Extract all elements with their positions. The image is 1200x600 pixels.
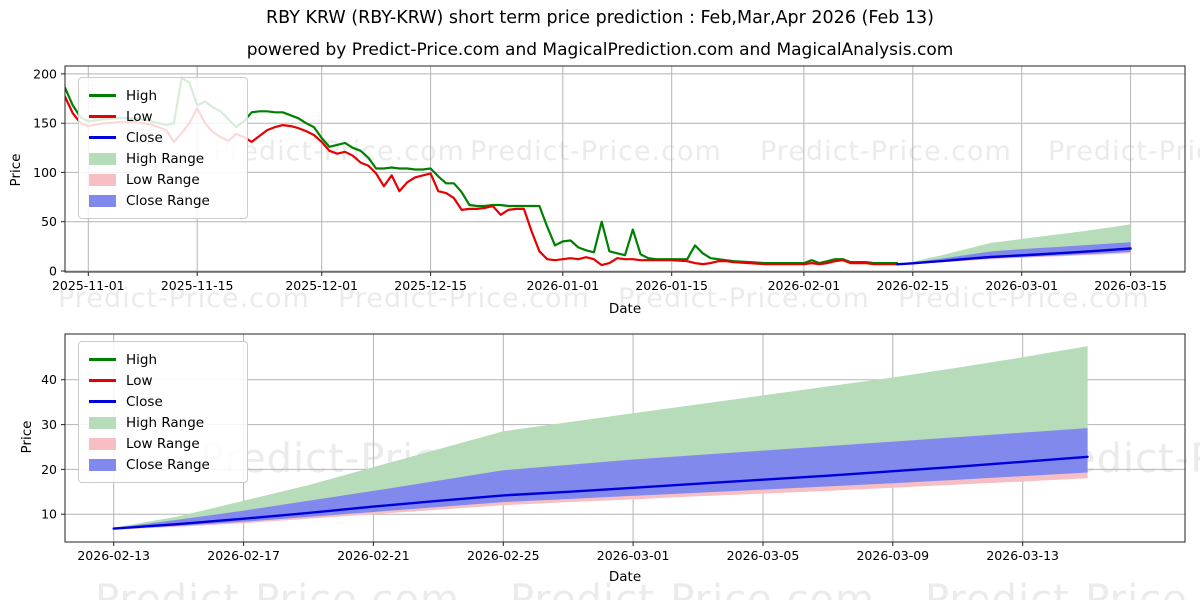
x-tick-label: 2026-03-01 xyxy=(597,548,670,563)
high-swatch xyxy=(89,94,116,97)
watermark: Predict-Price.com xyxy=(213,136,465,167)
page-title: RBY KRW (RBY-KRW) short term price predi… xyxy=(266,8,934,28)
legend-label: Low Range xyxy=(126,435,200,452)
x-tick-label: 2025-11-01 xyxy=(52,278,125,293)
low-range-swatch xyxy=(89,173,116,186)
legend-item-close-range: Close Range xyxy=(89,190,235,211)
watermark: Predict-Price.com xyxy=(338,283,590,314)
legend-item-high: High xyxy=(89,349,235,370)
legend-item-close: Close xyxy=(89,391,235,412)
legend-label: Low xyxy=(126,372,153,389)
low-range-swatch xyxy=(89,437,116,450)
low-swatch xyxy=(89,115,116,118)
legend-label: High Range xyxy=(126,414,205,431)
y-tick-label: 40 xyxy=(41,372,57,387)
close-range-swatch xyxy=(89,458,116,471)
y-tick-label: 200 xyxy=(33,66,57,81)
bottom-chart-legend: High Low Close High Range Low Range Close Ran… xyxy=(78,341,248,483)
y-tick-label: 20 xyxy=(41,462,57,477)
legend-item-high: High xyxy=(89,85,235,106)
legend-label: High xyxy=(126,87,158,104)
forecast-detail-chart: 2026-02-13 2026-02-17 2026-02-21 2026-02-25… xyxy=(41,333,1186,563)
legend-label: Close xyxy=(126,393,163,410)
legend-item-low-range: Low Range xyxy=(89,433,235,454)
low-swatch xyxy=(89,379,116,382)
close-range-band xyxy=(113,428,1088,530)
high-range-swatch xyxy=(89,416,116,429)
legend-item-high-range: High Range xyxy=(89,148,235,169)
x-tick-label: 2025-12-15 xyxy=(394,278,467,293)
legend-label: Close Range xyxy=(126,192,210,209)
watermark: Predict-Price.com xyxy=(470,136,722,167)
legend-label: Low Range xyxy=(126,171,200,188)
watermark: Predict-Price.com xyxy=(58,283,310,314)
page-subtitle: powered by Predict-Price.com and Magical… xyxy=(246,40,954,60)
legend-item-low: Low xyxy=(89,370,235,391)
x-tick-label: 2025-12-01 xyxy=(285,278,358,293)
high-range-band xyxy=(113,346,1088,529)
high-range-band xyxy=(897,224,1131,265)
watermark: Predict-Price.com xyxy=(898,283,1150,314)
close-swatch xyxy=(89,136,116,139)
legend-item-low: Low xyxy=(89,106,235,127)
y-tick-label: 0 xyxy=(49,264,57,279)
close-line xyxy=(896,247,1132,266)
legend-label: High xyxy=(126,351,158,368)
legend-item-high-range: High Range xyxy=(89,412,235,433)
x-tick-label: 2026-01-15 xyxy=(635,278,708,293)
bottom-chart-y-axis-label: Price xyxy=(19,420,35,454)
x-tick-label: 2026-02-13 xyxy=(77,548,150,563)
x-tick-label: 2026-02-21 xyxy=(337,548,410,563)
x-tick-label: 2026-03-15 xyxy=(1094,278,1167,293)
top-chart-x-axis-label: Date xyxy=(608,301,642,317)
watermark: Predict-Price.com xyxy=(1048,136,1200,167)
x-tick-label: 2026-03-09 xyxy=(856,548,929,563)
top-chart-legend: High Low Close High Range Low Range Close Ran… xyxy=(78,77,248,219)
legend-item-close: Close xyxy=(89,127,235,148)
x-tick-label: 2026-02-15 xyxy=(876,278,949,293)
legend-label: Low xyxy=(126,108,153,125)
top-chart-y-axis-label: Price xyxy=(8,153,24,187)
high-range-swatch xyxy=(89,152,116,165)
close-swatch xyxy=(89,400,116,403)
y-tick-label: 30 xyxy=(41,417,57,432)
plot-frame xyxy=(64,333,1186,543)
x-tick-label: 2026-01-01 xyxy=(526,278,599,293)
bottom-chart-x-axis-label: Date xyxy=(608,569,642,585)
legend-label: Close xyxy=(126,129,163,146)
y-tick-label: 100 xyxy=(33,165,57,180)
y-tick-label: 50 xyxy=(41,214,57,229)
watermark: Predict-Price.com xyxy=(510,577,875,600)
high-swatch xyxy=(89,358,116,361)
legend-label: Close Range xyxy=(126,456,210,473)
x-tick-label: 2026-03-05 xyxy=(727,548,800,563)
watermark: Predict-Price.com xyxy=(925,577,1200,600)
watermark: Predict-Price.com xyxy=(618,283,870,314)
x-tick-label: 2026-03-01 xyxy=(985,278,1058,293)
close-range-swatch xyxy=(89,194,116,207)
x-tick-label: 2026-03-13 xyxy=(986,548,1059,563)
x-tick-label: 2026-02-01 xyxy=(768,278,841,293)
legend-item-low-range: Low Range xyxy=(89,169,235,190)
watermark: Predict-Price.com xyxy=(760,136,1012,167)
x-tick-label: 2026-02-17 xyxy=(207,548,280,563)
x-tick-label: 2025-11-15 xyxy=(161,278,234,293)
close-line xyxy=(112,455,1089,530)
y-tick-label: 10 xyxy=(41,507,57,522)
watermark: Predict-Price.com xyxy=(95,577,460,600)
y-tick-label: 150 xyxy=(33,116,57,131)
x-tick-label: 2026-02-25 xyxy=(467,548,540,563)
plot-frame xyxy=(64,65,1186,273)
legend-item-close-range: Close Range xyxy=(89,454,235,475)
legend-label: High Range xyxy=(126,150,205,167)
